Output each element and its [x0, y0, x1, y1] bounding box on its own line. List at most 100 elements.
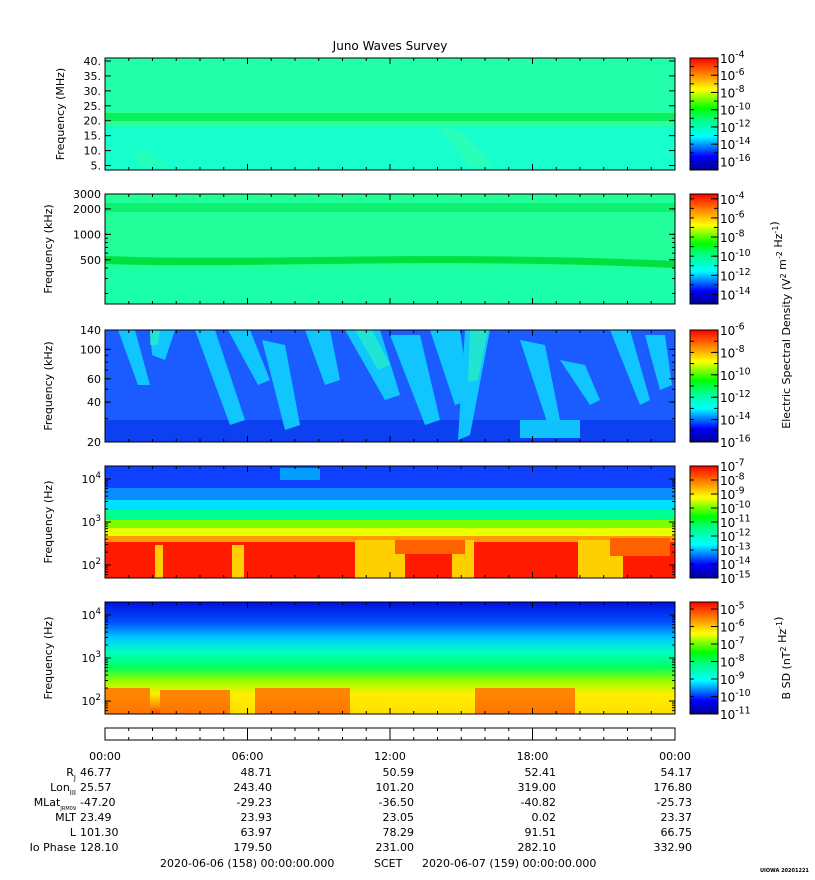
panel-3-spectrogram: [105, 330, 675, 442]
ephem-value: 50.59: [383, 766, 415, 779]
ephem-value: 319.00: [518, 781, 557, 794]
y-axis-label: Frequency (Hz): [42, 481, 55, 564]
credit-label: UIOWA 20201221: [760, 868, 809, 874]
colorbar-tick-label: 10-15: [720, 570, 751, 586]
ephem-value: 243.40: [234, 781, 273, 794]
colorbars: [689, 57, 719, 715]
ephem-value: 0.02: [532, 811, 557, 824]
ephem-value: 54.17: [661, 766, 693, 779]
y-tick-label: 25.: [84, 100, 102, 113]
ephem-value: 23.49: [80, 811, 112, 824]
y-axis-label: Frequency (kHz): [42, 341, 55, 430]
colorbar-tick-label: 10-14: [720, 556, 751, 572]
panel-1-spectrogram: [105, 58, 675, 170]
time-tick-label: 06:00: [232, 750, 264, 763]
colorbar-tick-label: 10-9: [720, 486, 745, 502]
panel-1-axes: 5. 10. 15. 20. 25. 30. 35. 40. Frequency (MHz): [54, 55, 676, 173]
colorbar-tick-label: 10-10: [720, 688, 751, 704]
panel-4-axes: 102 103 104 Frequency (Hz): [42, 465, 676, 579]
ephem-value: 179.50: [234, 841, 273, 854]
y-tick-label: 1000: [73, 228, 101, 241]
y-tick-label: 3000: [73, 188, 101, 201]
y-tick-label: 104: [82, 471, 101, 486]
colorbar-tick-label: 10-10: [720, 366, 751, 382]
ephem-value: 101.20: [376, 781, 415, 794]
ephem-value: 332.90: [654, 841, 693, 854]
ephemeris-table: RJ LonIII MLatJRM09 MLT L Io Phase 46.77…: [30, 766, 692, 854]
y-tick-label: 102: [82, 557, 101, 572]
ephem-label-io-phase: Io Phase: [30, 841, 77, 854]
y-tick-label: 103: [82, 514, 101, 529]
end-date-label: 2020-06-07 (159) 00:00:00.000: [422, 857, 596, 870]
colorbar-tick-label: 10-11: [720, 514, 751, 530]
colorbar-4-axis: 10-710-810-910-1010-1110-1210-1310-1410-…: [690, 458, 751, 586]
colorbar-label: Electric Spectral Density (V2 m-2 Hz-1): [768, 221, 793, 428]
ephem-value: 23.93: [241, 811, 273, 824]
ephem-value: 282.10: [518, 841, 557, 854]
colorbar-tick-label: 10-8: [720, 653, 745, 669]
colorbar-tick-label: 10-12: [720, 119, 751, 135]
colorbar-3: [689, 329, 719, 443]
colorbar-tick-label: 10-11: [720, 706, 751, 722]
colorbar-3-axis: 10-6 10-8 10-10 10-12 10-14 10-16: [690, 322, 751, 450]
colorbar-tick-label: 10-8: [720, 344, 745, 360]
y-tick-label: 30.: [84, 85, 102, 98]
ephem-value: 63.97: [241, 826, 273, 839]
colorbar-tick-label: 10-7: [720, 636, 745, 652]
y-axis-label: Frequency (MHz): [54, 68, 67, 160]
ephem-value: 101.30: [80, 826, 119, 839]
colorbar-2-axis: 10-4 10-6 10-8 10-10 10-12 10-14 Electric Spec…: [690, 190, 793, 429]
colorbar-tick-label: 10-14: [720, 136, 751, 152]
time-tick-label: 00:00: [659, 750, 691, 763]
colorbar-tick-label: 10-10: [720, 500, 751, 516]
colorbar-tick-label: 10-8: [720, 472, 745, 488]
y-tick-label: 104: [82, 607, 101, 622]
colorbar-1: [689, 57, 719, 171]
scet-label: SCET: [374, 857, 403, 870]
colorbar-5: [689, 601, 719, 715]
y-tick-label: 140: [80, 324, 101, 337]
ephem-value: -29.23: [237, 796, 272, 809]
colorbar-tick-label: 10-14: [720, 411, 751, 427]
time-tick-labels: 00:00 06:00 12:00 18:00 00:00: [89, 750, 691, 763]
panel-4-spectrogram: [105, 466, 675, 578]
y-tick-label: 2000: [73, 203, 101, 216]
y-tick-label: 35.: [84, 70, 102, 83]
y-tick-label: 20: [87, 436, 101, 449]
colorbar-tick-label: 10-12: [720, 267, 751, 283]
date-footer: 2020-06-06 (158) 00:00:00.000 SCET 2020-…: [160, 857, 596, 870]
colorbar-tick-label: 10-10: [720, 248, 751, 264]
colorbar-tick-label: 10-6: [720, 210, 745, 226]
ephem-value: 66.75: [661, 826, 693, 839]
colorbar-tick-label: 10-5: [720, 601, 745, 617]
ephem-label-mlat: MLatJRM09: [34, 796, 76, 812]
colorbar-tick-label: 10-12: [720, 389, 751, 405]
y-tick-label: 100: [80, 343, 101, 356]
y-tick-label: 102: [82, 693, 101, 708]
colorbar-tick-label: 10-14: [720, 286, 751, 302]
y-tick-label: 103: [82, 650, 101, 665]
colorbar-tick-label: 10-6: [720, 322, 745, 338]
colorbar-tick-label: 10-9: [720, 671, 745, 687]
colorbar-tick-label: 10-10: [720, 101, 751, 117]
time-tick-label: 12:00: [374, 750, 406, 763]
ephem-label-l: L: [70, 826, 77, 839]
ephem-value: -36.50: [379, 796, 414, 809]
colorbar-tick-label: 10-12: [720, 528, 751, 544]
colorbar-tick-label: 10-6: [720, 618, 745, 634]
panel-5-axes: 102 103 104 Frequency (Hz): [42, 601, 676, 715]
colorbar-tick-label: 10-4: [720, 50, 745, 66]
colorbar-tick-label: 10-13: [720, 542, 751, 558]
ephem-value: -25.73: [657, 796, 692, 809]
time-tick-label: 18:00: [517, 750, 549, 763]
y-axis-label: Frequency (Hz): [42, 617, 55, 700]
colorbar-label: B SD (nT2 Hz-1): [772, 617, 793, 700]
y-axis-label: Frequency (kHz): [42, 204, 55, 293]
ephem-label-rj: RJ: [66, 766, 76, 782]
ephem-value: 52.41: [525, 766, 557, 779]
ephem-value: 46.77: [80, 766, 112, 779]
colorbar-2: [689, 193, 719, 305]
colorbar-tick-label: 10-8: [720, 229, 745, 245]
panel-3-axes: 20 40 60 100 140 Frequency (kHz): [42, 324, 676, 449]
